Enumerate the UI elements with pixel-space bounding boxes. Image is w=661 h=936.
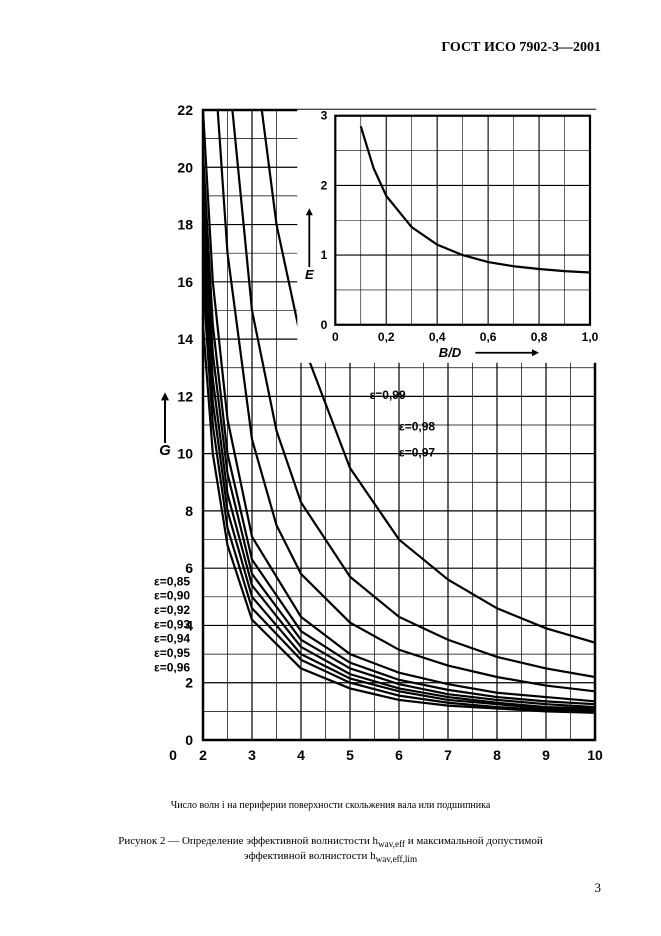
- svg-text:0,8: 0,8: [531, 330, 548, 344]
- svg-text:0,4: 0,4: [429, 330, 446, 344]
- x-axis-caption: Число волн i на периферии поверхности ск…: [0, 800, 661, 811]
- figure-caption-line2: эффективной волнистости hwav,eff,lim: [0, 850, 661, 864]
- svg-text:E: E: [305, 267, 314, 282]
- svg-text:22: 22: [177, 102, 193, 118]
- document-header: ГОСТ ИСО 7902-3—2001: [441, 40, 601, 56]
- figure-2-chart: 024681012141618202223456789100Gε=0,85ε=0…: [55, 90, 615, 770]
- svg-text:5: 5: [346, 747, 354, 763]
- svg-text:4: 4: [297, 747, 305, 763]
- svg-text:ε=0,99: ε=0,99: [370, 388, 406, 402]
- svg-text:18: 18: [177, 217, 193, 233]
- page: ГОСТ ИСО 7902-3—2001 0246810121416182022…: [0, 0, 661, 936]
- svg-text:ε=0,96: ε=0,96: [154, 660, 190, 674]
- page-number: 3: [595, 880, 602, 896]
- svg-text:2: 2: [199, 747, 207, 763]
- svg-text:10: 10: [587, 747, 603, 763]
- svg-text:1: 1: [321, 248, 328, 262]
- figure-caption-line1: Рисунок 2 — Определение эффективной волн…: [0, 835, 661, 849]
- svg-text:ε=0,93: ε=0,93: [154, 617, 190, 631]
- svg-text:ε=0,92: ε=0,92: [154, 603, 190, 617]
- svg-text:1,0: 1,0: [582, 330, 599, 344]
- svg-text:20: 20: [177, 159, 193, 175]
- svg-text:3: 3: [321, 109, 328, 123]
- svg-text:B/D: B/D: [439, 345, 462, 360]
- svg-text:8: 8: [185, 503, 193, 519]
- svg-text:9: 9: [542, 747, 550, 763]
- svg-text:G: G: [159, 442, 171, 459]
- svg-text:6: 6: [395, 747, 403, 763]
- svg-text:0,2: 0,2: [378, 330, 395, 344]
- svg-text:0: 0: [185, 732, 193, 748]
- svg-text:0,6: 0,6: [480, 330, 497, 344]
- svg-text:16: 16: [177, 274, 193, 290]
- svg-text:0: 0: [321, 318, 328, 332]
- svg-text:0: 0: [169, 747, 177, 763]
- svg-text:ε=0,95: ε=0,95: [154, 646, 190, 660]
- svg-text:10: 10: [177, 446, 193, 462]
- svg-text:2: 2: [321, 178, 328, 192]
- svg-text:ε=0,98: ε=0,98: [399, 420, 435, 434]
- svg-text:0: 0: [332, 330, 339, 344]
- svg-text:8: 8: [493, 747, 501, 763]
- svg-text:ε=0,85: ε=0,85: [154, 574, 190, 588]
- svg-text:ε=0,94: ε=0,94: [154, 632, 190, 646]
- svg-text:2: 2: [185, 675, 193, 691]
- svg-text:3: 3: [248, 747, 256, 763]
- svg-text:14: 14: [177, 331, 193, 347]
- svg-text:7: 7: [444, 747, 452, 763]
- svg-text:ε=0,97: ε=0,97: [399, 446, 435, 460]
- svg-text:12: 12: [177, 388, 193, 404]
- svg-text:ε=0,90: ε=0,90: [154, 589, 190, 603]
